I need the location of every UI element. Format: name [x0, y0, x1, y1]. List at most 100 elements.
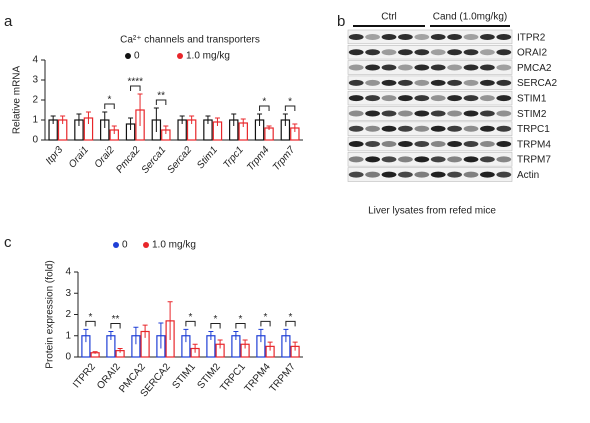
y-tick-label: 0 [32, 135, 38, 146]
protein-label: TRPM7 [517, 155, 551, 166]
blot-band [365, 49, 380, 56]
blot-band [447, 79, 462, 86]
significance-label: * [289, 312, 293, 323]
blot-strip [347, 29, 513, 45]
blot-band [463, 33, 479, 40]
blot-strip [347, 136, 513, 152]
group-label: Ctrl [381, 12, 397, 23]
blot-band [480, 64, 495, 71]
group-label: Cand (1.0mg/kg) [433, 12, 507, 23]
blot-strip [347, 121, 513, 136]
blot-band [480, 110, 495, 117]
y-tick-label: 1 [65, 330, 71, 341]
blot-band [430, 125, 446, 132]
blot-band [447, 125, 462, 132]
blot-band [463, 64, 479, 71]
blot-band [398, 33, 413, 40]
blot-band [496, 33, 512, 40]
x-tick-label: Serca2 [165, 144, 194, 176]
y-tick-label: 1 [32, 115, 38, 126]
blot-band [414, 125, 430, 132]
legend-label: 1.0 mg/kg [186, 51, 230, 62]
blot-band [430, 156, 446, 163]
blot-band [398, 95, 413, 102]
blot-band [348, 33, 364, 40]
x-tick-label: Orai1 [67, 145, 91, 171]
blot-band [480, 95, 495, 102]
blot-band [365, 125, 380, 132]
protein-label: SERCA2 [517, 78, 557, 89]
y-tick-label: 2 [32, 95, 38, 106]
blot-band [398, 110, 413, 117]
significance-bracket [85, 320, 96, 327]
blot-band [463, 110, 479, 117]
blot-strip [347, 44, 513, 60]
protein-label: PMCA2 [517, 63, 552, 74]
significance-bracket [110, 323, 121, 329]
blot-strip [347, 152, 513, 167]
blot-band [398, 125, 413, 132]
protein-label: ORAI2 [517, 48, 547, 59]
blot-band [348, 95, 364, 102]
significance-bracket [104, 103, 115, 109]
significance-label: * [288, 97, 292, 108]
significance-bracket [285, 320, 296, 327]
blot-band [414, 95, 430, 102]
significance-bracket [259, 105, 270, 111]
blot-band [430, 79, 446, 86]
y-tick-label: 2 [65, 309, 71, 320]
blot-band [480, 49, 495, 56]
significance-label: * [89, 312, 93, 323]
blot-strip [347, 60, 513, 75]
blot-band [414, 49, 430, 56]
blot-band [348, 141, 364, 148]
blot-band [496, 79, 512, 86]
blot-band [381, 125, 397, 132]
significance-label: * [189, 312, 193, 323]
legend-marker [125, 53, 131, 59]
blot-band [365, 95, 380, 102]
panel-label: a [4, 13, 13, 30]
x-tick-label: Stim1 [195, 145, 220, 172]
blot-band [365, 64, 380, 71]
blot-band [447, 64, 462, 71]
blot-band [414, 79, 430, 86]
blot-band [398, 171, 413, 178]
blot-band [463, 79, 479, 86]
blot-band [381, 79, 397, 86]
blot-band [414, 110, 430, 117]
x-tick-label: Trpm4 [245, 144, 272, 173]
y-axis-label: Protein expression (fold) [45, 260, 56, 368]
y-tick-label: 3 [32, 75, 38, 86]
y-axis-label: Relative mRNA [12, 66, 23, 135]
blot-band [496, 64, 512, 71]
legend-label: 0 [134, 51, 140, 62]
panel-label: b [337, 13, 345, 30]
blot-band [365, 171, 380, 178]
blot-band [447, 110, 462, 117]
significance-label: * [108, 95, 112, 106]
protein-label: ITPR2 [517, 32, 546, 43]
blot-strip [347, 75, 513, 91]
significance-label: * [239, 314, 243, 325]
blot-band [381, 110, 397, 117]
blot-band [348, 156, 364, 163]
blot-band [381, 64, 397, 71]
blot-band [430, 64, 446, 71]
blot-band [398, 156, 413, 163]
blot-band [398, 141, 413, 148]
significance-bracket [155, 99, 167, 105]
blot-band [463, 49, 479, 56]
protein-label: TRPM4 [517, 139, 551, 150]
significance-bracket [210, 323, 221, 329]
significance-bracket [260, 320, 271, 327]
blot-band [398, 64, 413, 71]
legend-label: 1.0 mg/kg [152, 240, 196, 251]
blot-band [348, 171, 364, 178]
blot-band [463, 156, 479, 163]
blot-band [365, 156, 380, 163]
blot-strip [347, 106, 513, 121]
x-tick-label: STIM1 [170, 361, 198, 391]
blot-band [414, 171, 430, 178]
